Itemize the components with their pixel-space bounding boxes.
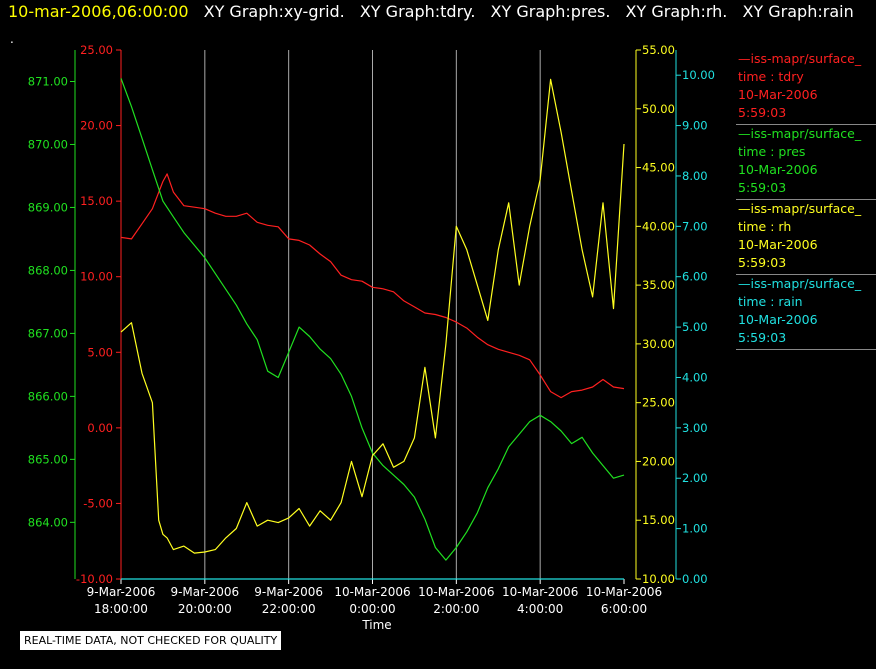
y-tick-label-rain: 6.00	[682, 270, 708, 284]
y-tick-label-tdry: -10.00	[76, 572, 113, 586]
graph-label-xy-grid[interactable]: XY Graph:xy-grid.	[203, 2, 345, 21]
legend-source: —iss-mapr/surface_	[738, 201, 862, 216]
x-tick-label: 4:00:00	[517, 602, 563, 616]
y-tick-label-tdry: -5.00	[83, 496, 113, 510]
y-tick-label-rh: 55.00	[642, 43, 675, 57]
legend-entry-rh[interactable]: —iss-mapr/surface_ time : rh 10-Mar-2006…	[736, 200, 876, 275]
y-tick-label-tdry: 0.00	[87, 421, 113, 435]
legend-time: 5:59:03	[738, 180, 787, 195]
y-tick-label-rh: 10.00	[642, 572, 675, 586]
legend-var: time : pres	[738, 144, 806, 159]
x-tick-label: 9-Mar-2006	[87, 585, 156, 599]
y-tick-label-rh: 25.00	[642, 396, 675, 410]
y-tick-label-rain: 0.00	[682, 572, 708, 586]
legend-entry-rain[interactable]: —iss-mapr/surface_ time : rain 10-Mar-20…	[736, 275, 876, 350]
legend-date: 10-Mar-2006	[738, 162, 818, 177]
x-tick-label: 22:00:00	[262, 602, 316, 616]
y-tick-label-rh: 35.00	[642, 278, 675, 292]
x-tick-label: 18:00:00	[94, 602, 148, 616]
y-tick-label-pres: 867.00	[28, 326, 68, 340]
graph-label-pres[interactable]: XY Graph:pres.	[490, 2, 611, 21]
x-tick-label: 9-Mar-2006	[170, 585, 239, 599]
graph-label-tdry[interactable]: XY Graph:tdry.	[359, 2, 476, 21]
y-tick-label-tdry: 10.00	[80, 270, 113, 284]
y-tick-label-pres: 871.00	[28, 74, 68, 88]
legend-source: —iss-mapr/surface_	[738, 276, 862, 291]
series-line-tdry	[120, 173, 625, 399]
legend-entry-tdry[interactable]: —iss-mapr/surface_ time : tdry 10-Mar-20…	[736, 50, 876, 125]
legend-source: —iss-mapr/surface_	[738, 51, 862, 66]
legend-var: time : tdry	[738, 69, 804, 84]
legend-source: —iss-mapr/surface_	[738, 126, 862, 141]
y-tick-label-rh: 45.00	[642, 161, 675, 175]
y-tick-label-pres: 868.00	[28, 263, 68, 277]
y-tick-label-pres: 866.00	[28, 389, 68, 403]
legend-time: 5:59:03	[738, 105, 787, 120]
y-tick-label-tdry: 5.00	[87, 345, 113, 359]
y-tick-label-rain: 3.00	[682, 421, 708, 435]
y-tick-label-pres: 869.00	[28, 200, 68, 214]
legend-var: time : rh	[738, 219, 792, 234]
y-tick-label-rain: 1.00	[682, 522, 708, 536]
y-tick-label-rain: 10.00	[682, 68, 715, 82]
y-tick-label-rain: 4.00	[682, 370, 708, 384]
legend-time: 5:59:03	[738, 330, 787, 345]
x-tick-label: 10-Mar-2006	[418, 585, 494, 599]
y-tick-label-pres: 865.00	[28, 452, 68, 466]
graph-label-rain[interactable]: XY Graph:rain	[742, 2, 854, 21]
x-tick-label: 0:00:00	[349, 602, 395, 616]
y-tick-label-rh: 40.00	[642, 219, 675, 233]
y-tick-label-tdry: 15.00	[80, 194, 113, 208]
y-tick-label-tdry: 20.00	[80, 119, 113, 133]
series-line-rh	[120, 78, 625, 554]
legend-entry-pres[interactable]: —iss-mapr/surface_ time : pres 10-Mar-20…	[736, 125, 876, 200]
disclaimer-label: REAL-TIME DATA, NOT CHECKED FOR QUALITY	[20, 631, 282, 650]
x-tick-label: 10-Mar-2006	[334, 585, 410, 599]
y-tick-label-rh: 20.00	[642, 454, 675, 468]
legend: —iss-mapr/surface_ time : tdry 10-Mar-20…	[736, 50, 876, 350]
y-tick-label-tdry: 25.00	[80, 43, 113, 57]
legend-time: 5:59:03	[738, 255, 787, 270]
series-line-pres	[120, 78, 625, 561]
y-tick-label-rh: 50.00	[642, 102, 675, 116]
y-tick-label-rh: 15.00	[642, 513, 675, 527]
legend-date: 10-Mar-2006	[738, 237, 818, 252]
y-tick-label-rain: 7.00	[682, 219, 708, 233]
x-tick-label: 2:00:00	[433, 602, 479, 616]
y-tick-label-rain: 8.00	[682, 169, 708, 183]
x-tick-label: 6:00:00	[601, 602, 647, 616]
graph-label-rh[interactable]: XY Graph:rh.	[625, 2, 728, 21]
x-axis-label: Time	[361, 618, 391, 632]
y-tick-label-rh: 30.00	[642, 337, 675, 351]
title-bar: 10-mar-2006,06:00:00 XY Graph:xy-grid. X…	[8, 2, 854, 21]
timestamp: 10-mar-2006,06:00:00	[8, 2, 189, 21]
corner-mark: .	[10, 32, 14, 46]
x-tick-label: 20:00:00	[178, 602, 232, 616]
x-tick-label: 10-Mar-2006	[586, 585, 662, 599]
y-tick-label-pres: 870.00	[28, 137, 68, 151]
x-tick-label: 9-Mar-2006	[254, 585, 323, 599]
legend-date: 10-Mar-2006	[738, 312, 818, 327]
legend-var: time : rain	[738, 294, 803, 309]
y-tick-label-rain: 2.00	[682, 471, 708, 485]
legend-date: 10-Mar-2006	[738, 87, 818, 102]
y-tick-label-pres: 864.00	[28, 515, 68, 529]
x-tick-label: 10-Mar-2006	[502, 585, 578, 599]
y-tick-label-rain: 9.00	[682, 119, 708, 133]
y-tick-label-rain: 5.00	[682, 320, 708, 334]
